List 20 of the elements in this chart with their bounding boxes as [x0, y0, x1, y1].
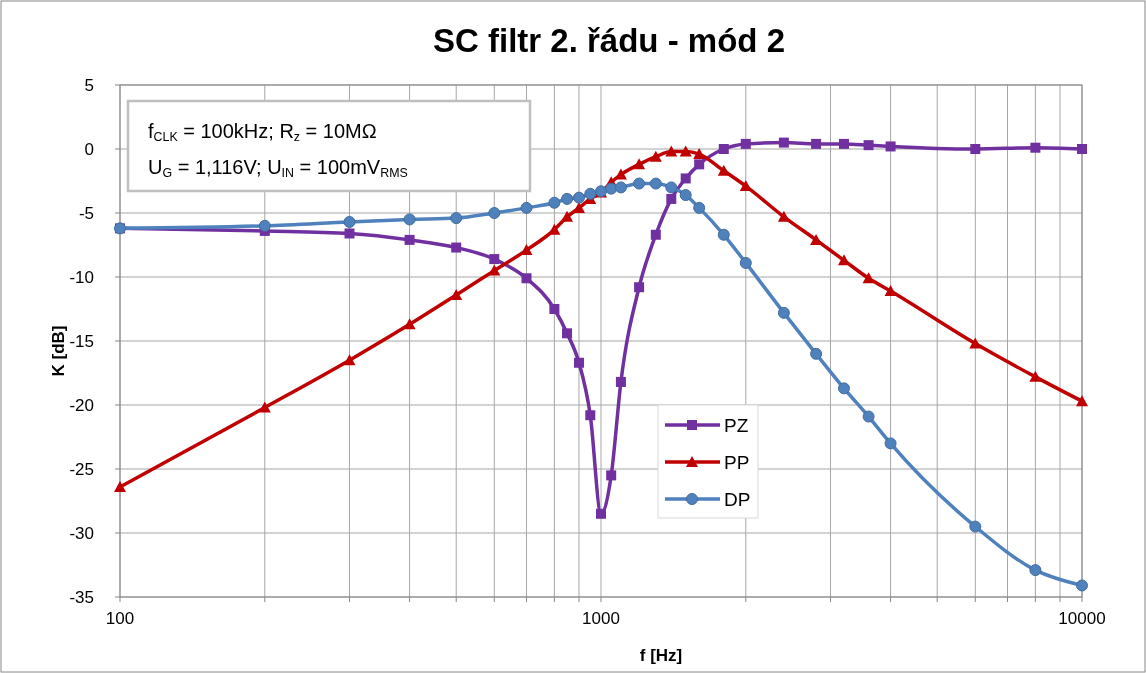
x-tick-label: 1000 [582, 609, 620, 628]
y-tick-label: -35 [69, 588, 94, 607]
x-tick-label: 100 [105, 609, 135, 628]
chart-title: SC filtr 2. řádu - mód 2 [432, 22, 786, 59]
y-tick-label: -5 [78, 204, 94, 223]
legend-label: DP [724, 489, 751, 510]
y-tick-label: 0 [84, 140, 94, 159]
x-axis-title: f [Hz] [639, 646, 683, 665]
y-tick-label: 5 [84, 76, 94, 95]
legend-label: PZ [724, 415, 749, 436]
annotation: f$_{CLK}$ = 100kHz; R$_{z}$ = 10MΩ [148, 120, 377, 144]
y-tick-label: -25 [69, 460, 94, 479]
y-axis-title: K [dB] [49, 325, 68, 377]
legend-label: PP [724, 452, 750, 473]
y-tick-label: -10 [69, 268, 94, 287]
annotation: U$_{G}$ = 1,116V; U$_{IN}$ = 100mV$_{RMS}$ [148, 156, 408, 180]
y-tick-label: -30 [69, 524, 94, 543]
x-tick-label: 10000 [1058, 609, 1106, 628]
y-tick-label: -15 [69, 332, 94, 351]
y-tick-label: -20 [69, 396, 94, 415]
